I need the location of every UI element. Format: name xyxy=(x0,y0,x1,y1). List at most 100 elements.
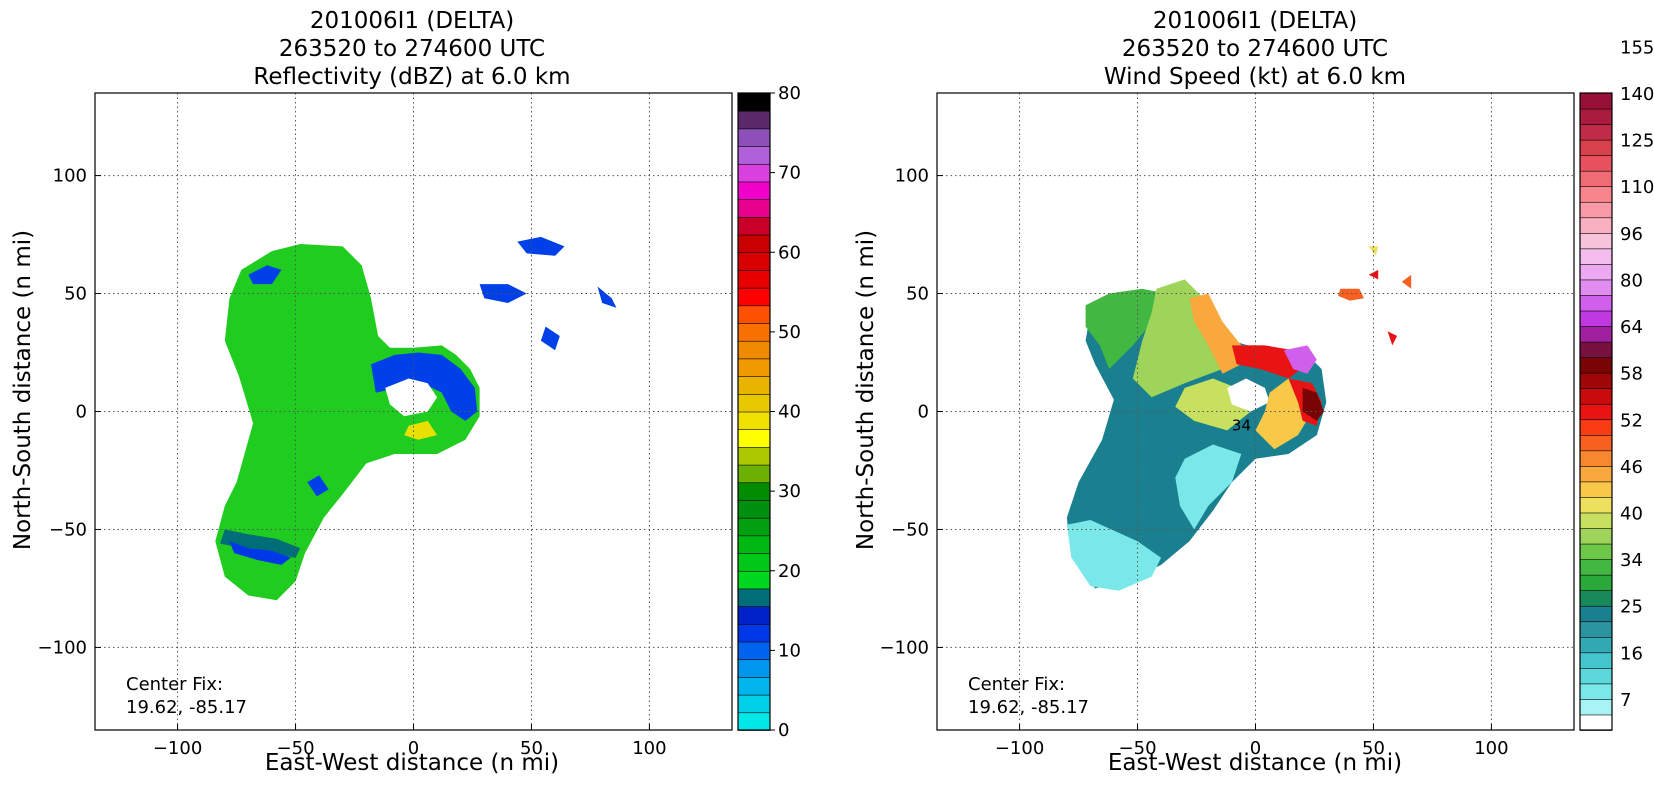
colorbar-segment xyxy=(737,641,771,661)
colorbar-segment xyxy=(737,393,771,413)
y-tick-label: 50 xyxy=(906,284,929,305)
x-axis-label: East-West distance (n mi) xyxy=(265,750,559,776)
colorbar-tick-label: 70 xyxy=(778,163,801,184)
colorbar-segment xyxy=(1579,714,1613,731)
data-region xyxy=(517,236,565,256)
colorbar-tick-label: 46 xyxy=(1620,457,1643,478)
colorbar-tick-label: 7 xyxy=(1620,690,1631,711)
y-tick-label: −50 xyxy=(49,519,87,540)
title-line-1: 201006I1 (DELTA) xyxy=(1153,8,1357,34)
reflectivity-plot-area: −100 −50 0 50 100 −100 −50 0 50 100 xyxy=(38,92,733,759)
colorbar-segment xyxy=(1579,310,1613,327)
colorbar-segment xyxy=(1579,372,1613,389)
data-region xyxy=(215,244,480,601)
reflectivity-panel: 201006I1 (DELTA) 263520 to 274600 UTC Re… xyxy=(10,8,801,776)
colorbar-segment xyxy=(737,340,771,360)
data-region xyxy=(1066,520,1162,591)
colorbar-tick-label: 140 xyxy=(1620,84,1654,105)
wind-speed-plot-area: −100 −50 0 50 100 −100 −50 0 50 100 34 xyxy=(880,92,1575,759)
colorbar-segment xyxy=(1579,123,1613,141)
y-axis-label: North-South distance (n mi) xyxy=(853,230,879,550)
colorbar-segment xyxy=(737,428,771,448)
colorbar-tick-label: 50 xyxy=(778,322,801,343)
colorbar-segment xyxy=(1579,636,1613,654)
contour-label: 34 xyxy=(1232,416,1251,434)
colorbar-segment xyxy=(737,481,771,501)
data-region xyxy=(1387,331,1398,346)
colorbar-segment xyxy=(1579,512,1613,529)
colorbar-segment xyxy=(737,92,771,112)
colorbar-tick-label: 155 xyxy=(1620,37,1654,58)
colorbar-segment xyxy=(737,570,771,590)
x-tick-label: 100 xyxy=(1474,738,1508,759)
colorbar-segment xyxy=(737,287,771,307)
colorbar-frame xyxy=(1579,92,1613,731)
colorbar-segment xyxy=(737,411,771,430)
colorbar-segment xyxy=(737,358,771,377)
colorbar-segment xyxy=(1579,605,1613,623)
colorbar-segment xyxy=(1579,294,1613,312)
data-region xyxy=(248,265,282,285)
y-tick-label: 50 xyxy=(64,284,87,305)
colorbar-segment xyxy=(1579,652,1613,669)
colorbar-segment xyxy=(1579,465,1613,483)
data-region xyxy=(371,352,478,421)
colorbar-segment xyxy=(1579,170,1613,188)
center-fix-label: Center Fix: xyxy=(126,674,223,695)
x-tick-label: 0 xyxy=(1250,738,1261,759)
plot-frame xyxy=(936,92,1575,731)
colorbar-segment xyxy=(1579,496,1613,514)
title-line-3: Wind Speed (kt) at 6.0 km xyxy=(1104,64,1406,90)
colorbar-segment xyxy=(1579,341,1613,358)
y-axis-label: North-South distance (n mi) xyxy=(10,230,36,550)
colorbar-segment xyxy=(1579,201,1613,219)
colorbar-segment xyxy=(1579,279,1613,296)
y-tick-label: −50 xyxy=(891,519,929,540)
colorbar-segment xyxy=(737,517,771,537)
colorbar-segment xyxy=(1579,325,1613,343)
center-fix-value: 19.62, -85.17 xyxy=(126,697,247,718)
colorbar-segment xyxy=(1579,558,1613,576)
colorbar-segment xyxy=(737,535,771,554)
colorbar-segment xyxy=(1579,589,1613,607)
title-line-2: 263520 to 274600 UTC xyxy=(1122,36,1388,62)
data-region xyxy=(1401,274,1412,289)
y-tick-label: 0 xyxy=(918,402,929,423)
x-tick-label: −50 xyxy=(277,738,315,759)
colorbar-segment xyxy=(1579,139,1613,156)
data-region xyxy=(220,529,301,558)
colorbar-segment xyxy=(737,110,771,130)
colorbar-tick-label: 60 xyxy=(778,242,801,263)
colorbar-segment xyxy=(1579,154,1613,172)
colorbar-tick-label: 64 xyxy=(1620,317,1643,338)
wind-speed-colorbar: 7 16 25 34 40 46 52 58 64 80 96 110 125 140 155 xyxy=(1579,37,1654,731)
colorbar-segment xyxy=(1579,543,1613,560)
colorbar-segment xyxy=(1579,92,1613,110)
colorbar-segment xyxy=(1579,356,1613,374)
y-tick-label: 100 xyxy=(53,166,87,187)
colorbar-segment xyxy=(737,128,771,147)
data-region xyxy=(1175,444,1242,530)
colorbar-segment xyxy=(737,552,771,572)
colorbar-segment xyxy=(1579,450,1613,467)
colorbar-segment xyxy=(1579,185,1613,203)
colorbar-segment xyxy=(1579,403,1613,421)
colorbar-segment xyxy=(1579,667,1613,685)
colorbar-segment xyxy=(737,676,771,696)
colorbar-segment xyxy=(737,251,771,271)
x-tick-label: 50 xyxy=(520,738,543,759)
title-line-2: 263520 to 274600 UTC xyxy=(279,36,545,62)
colorbar-segment xyxy=(737,464,771,484)
data-region xyxy=(404,420,438,440)
x-tick-label: 0 xyxy=(408,738,419,759)
colorbar-tick-label: 96 xyxy=(1620,224,1643,245)
colorbar-tick-label: 80 xyxy=(778,83,801,104)
data-region xyxy=(1338,288,1364,301)
colorbar-segment xyxy=(737,216,771,236)
colorbar-segment xyxy=(1579,683,1613,700)
colorbar-segment xyxy=(737,658,771,678)
colorbar-segment xyxy=(1579,108,1613,125)
x-tick-label: 100 xyxy=(632,738,666,759)
colorbar-tick-label: 30 xyxy=(778,481,801,502)
colorbar-tick-label: 20 xyxy=(778,561,801,582)
